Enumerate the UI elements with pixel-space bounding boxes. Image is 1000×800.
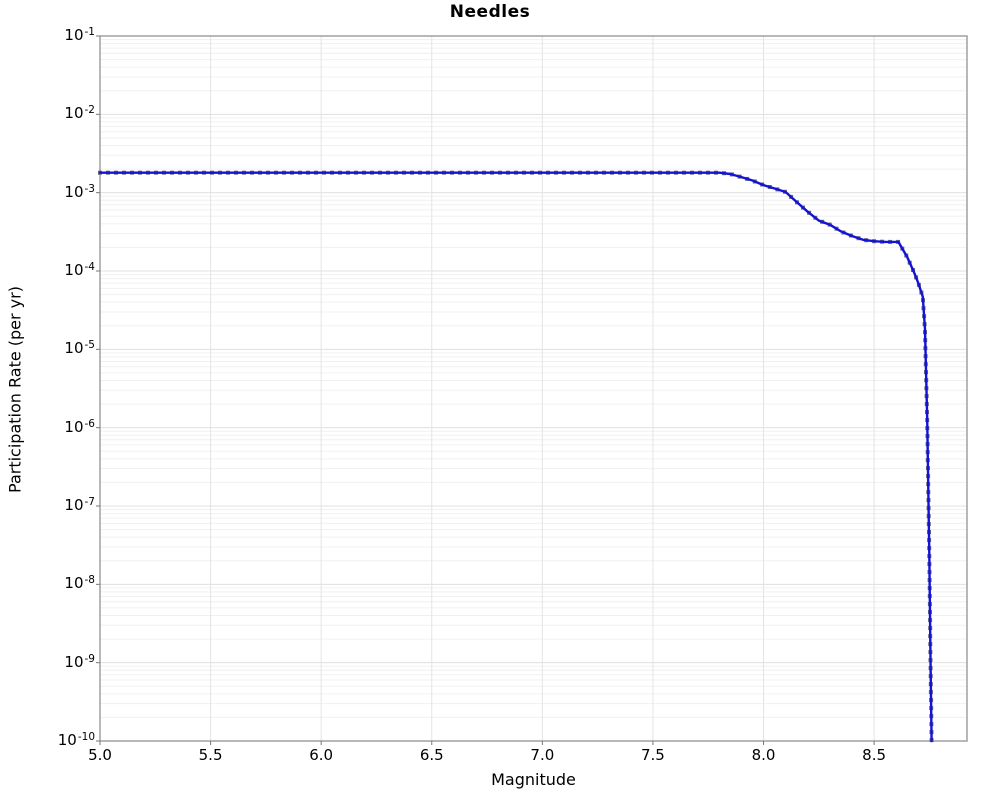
x-tick-label: 5.5 [198, 746, 223, 764]
y-tick-label: 10-3 [64, 182, 95, 201]
y-tick-label: 10-6 [64, 417, 95, 436]
y-tick-label: 10-4 [64, 261, 95, 279]
x-tick-label: 5.0 [88, 746, 112, 764]
chart-title: Needles [449, 2, 531, 22]
y-tick-label: 10-7 [64, 496, 95, 514]
plot-border [99, 35, 968, 742]
x-tick-label: 6.0 [309, 746, 334, 764]
x-tick-label: 8.5 [862, 746, 887, 764]
x-tick-label: 7.0 [530, 746, 555, 764]
x-tick-label: 8.0 [751, 746, 776, 764]
series-line [98, 171, 933, 743]
y-tick-label: 10-10 [57, 731, 95, 749]
x-tick-label: 7.5 [640, 746, 665, 764]
y-tick-label: 10-1 [64, 26, 95, 44]
y-tick-label: 10-9 [64, 652, 95, 671]
x-tick-label: 6.5 [419, 746, 444, 764]
y-tick-label: 10-2 [64, 104, 95, 123]
data-point-markers [98, 170, 934, 743]
x-axis-label: Magnitude [491, 770, 576, 789]
y-tick-label: 10-8 [64, 574, 95, 593]
y-axis-label: Participation Rate (per yr) [5, 286, 25, 493]
y-tick-label: 10-5 [64, 339, 95, 358]
